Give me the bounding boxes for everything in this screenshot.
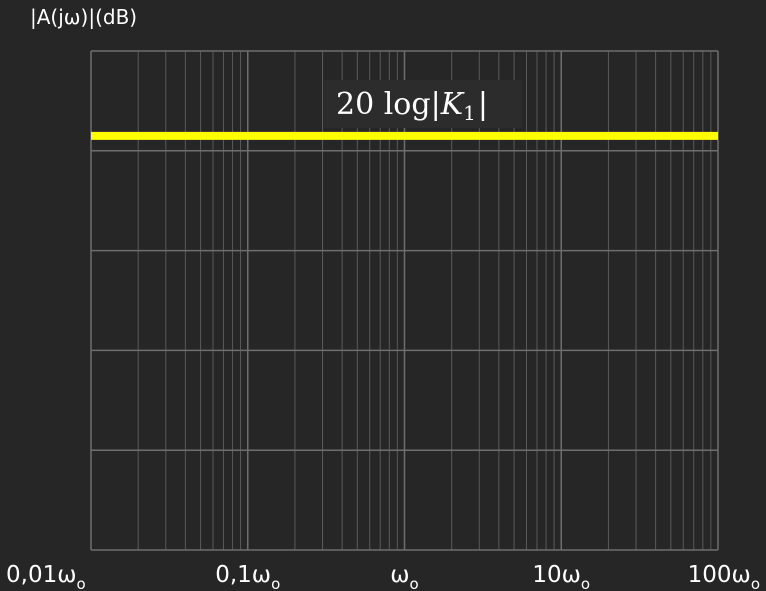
annotation-variable: K (440, 87, 465, 122)
x-tick-label: 0,01ωo (6, 562, 86, 591)
x-tick-label: ωo (390, 562, 418, 591)
x-tick-labels: 0,01ωo 0,1ωo ωo 10ωo 100ωo (6, 562, 760, 591)
x-tick-label: 0,1ωo (215, 562, 280, 591)
x-tick-label: 10ωo (532, 562, 590, 591)
annotation-label: 20 log|K1| (324, 80, 522, 128)
major-gridlines (90, 50, 719, 551)
annotation-suffix: | (478, 87, 488, 122)
y-axis-label: |A(jω)|(dB) (30, 5, 137, 29)
annotation-background (324, 80, 522, 128)
x-tick-label: 100ωo (688, 562, 760, 591)
annotation-subscript: 1 (463, 101, 476, 125)
annotation-text: 20 log|K1| (336, 87, 488, 125)
annotation-prefix: 20 log| (336, 87, 441, 122)
